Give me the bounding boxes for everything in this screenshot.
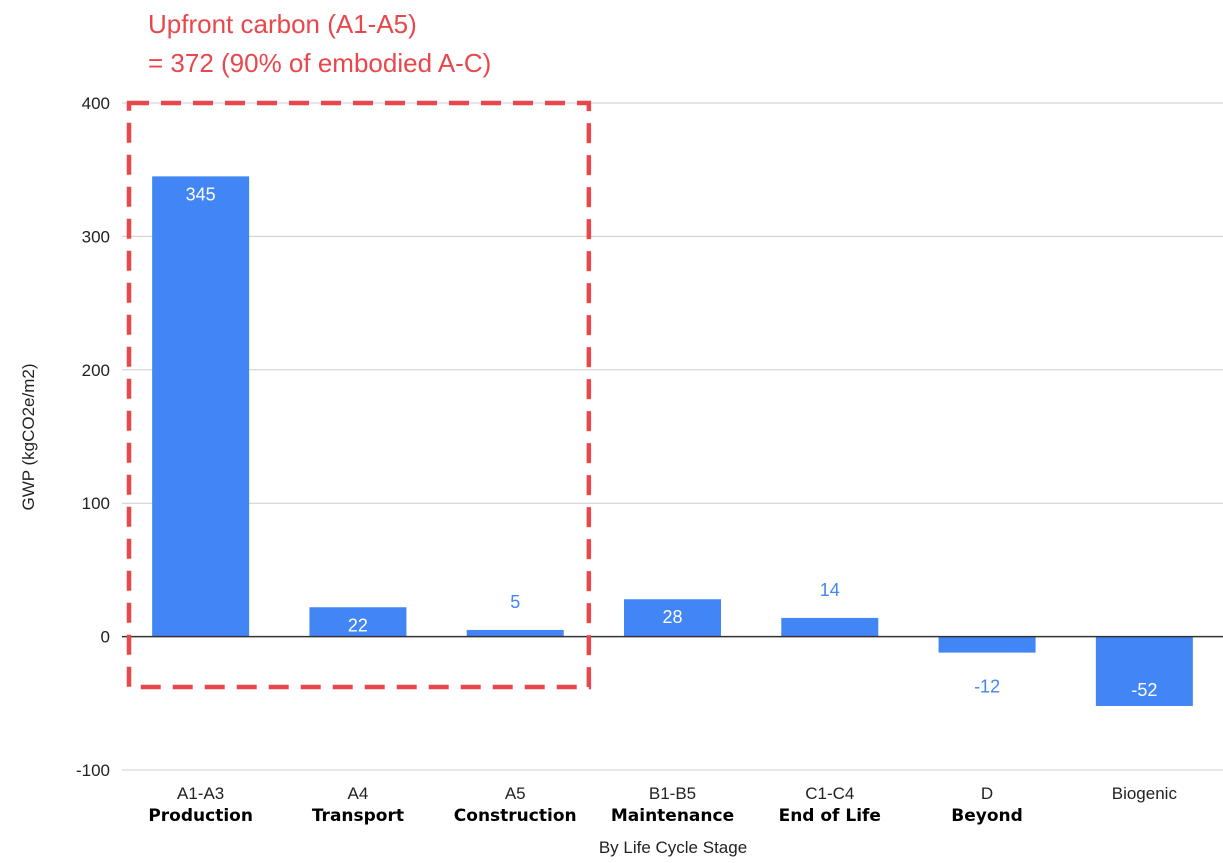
data-label: 5	[510, 592, 520, 612]
x-tick-code: A4	[348, 784, 369, 803]
y-tick-label: 200	[82, 361, 110, 380]
x-axis-categories: A1-A3 Production A4 Transport A5 Construction…	[148, 784, 1177, 826]
y-axis-title: GWP (kgCO2e/m2)	[19, 363, 38, 510]
bar-a1-a3	[152, 176, 250, 637]
y-axis-ticks: -100 0 100 200 300 400	[76, 94, 110, 780]
y-tick-label: 100	[82, 494, 110, 513]
data-label: 345	[186, 184, 216, 204]
bar-d	[938, 636, 1036, 653]
x-tick-name: Transport	[312, 806, 404, 826]
x-tick-code: C1-C4	[805, 784, 854, 803]
data-label: 14	[820, 580, 840, 600]
bar-b1-b5	[624, 599, 721, 637]
data-label: 22	[348, 615, 368, 635]
x-axis-title: By Life Cycle Stage	[599, 838, 747, 857]
y-tick-label: 300	[82, 227, 110, 246]
bar-a4	[309, 607, 407, 637]
data-label: -52	[1131, 680, 1157, 700]
y-tick-label: 400	[82, 94, 110, 113]
y-tick-label: 0	[101, 628, 110, 647]
data-label: -12	[974, 677, 1000, 697]
x-tick-name: Production	[148, 806, 253, 826]
x-tick-name: End of Life	[779, 806, 881, 826]
annotation-line-2: = 372 (90% of embodied A-C)	[148, 48, 491, 78]
data-labels: 345 22 5 28 14 -12 -52	[186, 184, 1158, 700]
x-tick-name: Maintenance	[611, 806, 734, 826]
gridlines	[122, 102, 1223, 771]
x-tick-code: A5	[505, 784, 526, 803]
data-label: 28	[662, 607, 682, 627]
bar-c1-c4	[781, 617, 879, 637]
x-tick-code: A1-A3	[177, 784, 224, 803]
bar-biogenic	[1095, 636, 1193, 706]
x-tick-code: D	[981, 784, 993, 803]
upfront-carbon-box	[126, 100, 592, 690]
x-tick-code: Biogenic	[1112, 784, 1178, 803]
x-tick-code: B1-B5	[649, 784, 696, 803]
bars	[152, 176, 1193, 706]
x-tick-name: Beyond	[951, 806, 1023, 826]
bar-a5	[466, 629, 564, 637]
y-tick-label: -100	[76, 761, 110, 780]
x-tick-name: Construction	[454, 806, 577, 826]
annotation-line-1: Upfront carbon (A1-A5)	[148, 9, 417, 39]
